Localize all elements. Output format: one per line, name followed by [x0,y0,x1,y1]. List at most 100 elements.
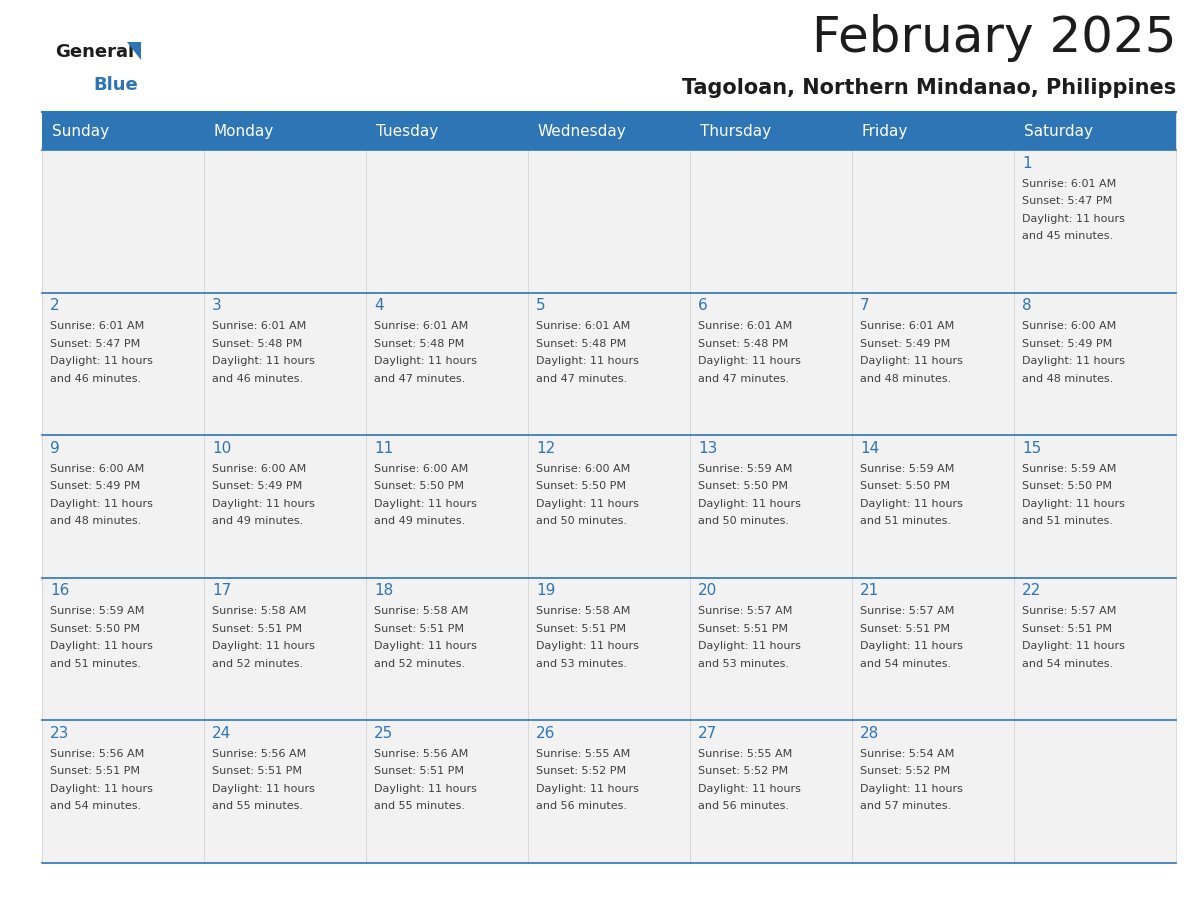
Text: Sunrise: 5:59 AM: Sunrise: 5:59 AM [860,464,954,474]
Text: and 53 minutes.: and 53 minutes. [699,659,789,669]
Text: Sunset: 5:52 PM: Sunset: 5:52 PM [860,767,950,777]
Text: and 54 minutes.: and 54 minutes. [860,659,952,669]
Text: Daylight: 11 hours: Daylight: 11 hours [1022,642,1125,651]
Text: Sunrise: 5:57 AM: Sunrise: 5:57 AM [860,606,954,616]
Text: Sunset: 5:49 PM: Sunset: 5:49 PM [50,481,140,491]
Text: Sunset: 5:50 PM: Sunset: 5:50 PM [536,481,626,491]
Text: and 51 minutes.: and 51 minutes. [1022,516,1113,526]
Bar [852,577,1015,721]
Text: and 47 minutes.: and 47 minutes. [699,374,789,384]
Text: Daylight: 11 hours: Daylight: 11 hours [536,498,639,509]
Text: Sunrise: 5:58 AM: Sunrise: 5:58 AM [213,606,307,616]
Text: Sunrise: 6:01 AM: Sunrise: 6:01 AM [1022,178,1117,188]
Text: 21: 21 [860,583,879,599]
Text: 5: 5 [536,298,545,313]
Text: Sunrise: 5:58 AM: Sunrise: 5:58 AM [374,606,468,616]
Text: Sunrise: 5:56 AM: Sunrise: 5:56 AM [213,749,307,759]
Text: Daylight: 11 hours: Daylight: 11 hours [50,642,153,651]
Text: and 56 minutes.: and 56 minutes. [536,801,627,812]
Text: Daylight: 11 hours: Daylight: 11 hours [860,498,963,509]
Text: and 49 minutes.: and 49 minutes. [213,516,303,526]
Bar [690,721,852,863]
Text: Sunset: 5:49 PM: Sunset: 5:49 PM [1022,339,1112,349]
Text: Sunrise: 6:01 AM: Sunrise: 6:01 AM [860,321,954,331]
Bar [527,577,690,721]
Bar [690,293,852,435]
Bar [527,293,690,435]
Text: Sunset: 5:51 PM: Sunset: 5:51 PM [536,624,626,633]
Text: Sunrise: 6:01 AM: Sunrise: 6:01 AM [213,321,307,331]
Text: Sunset: 5:52 PM: Sunset: 5:52 PM [536,767,626,777]
Bar [366,721,527,863]
Text: Monday: Monday [214,124,274,139]
Text: Daylight: 11 hours: Daylight: 11 hours [860,356,963,366]
Bar [852,293,1015,435]
Text: Daylight: 11 hours: Daylight: 11 hours [699,642,801,651]
Text: and 54 minutes.: and 54 minutes. [1022,659,1113,669]
Text: 10: 10 [213,441,232,455]
Text: Daylight: 11 hours: Daylight: 11 hours [374,784,476,794]
Text: Sunrise: 6:00 AM: Sunrise: 6:00 AM [50,464,145,474]
Bar [366,112,527,150]
Text: and 50 minutes.: and 50 minutes. [536,516,627,526]
Text: Sunset: 5:51 PM: Sunset: 5:51 PM [699,624,788,633]
Bar [42,577,204,721]
Text: Tuesday: Tuesday [375,124,438,139]
Text: Sunset: 5:51 PM: Sunset: 5:51 PM [374,624,465,633]
Text: and 48 minutes.: and 48 minutes. [860,374,952,384]
Text: and 48 minutes.: and 48 minutes. [1022,374,1113,384]
Text: Sunset: 5:51 PM: Sunset: 5:51 PM [374,767,465,777]
Bar [42,150,204,293]
Bar [366,293,527,435]
Bar [690,150,852,293]
Text: Sunrise: 5:57 AM: Sunrise: 5:57 AM [1022,606,1117,616]
Bar [1015,435,1176,577]
Text: Sunset: 5:50 PM: Sunset: 5:50 PM [374,481,465,491]
Text: Daylight: 11 hours: Daylight: 11 hours [536,784,639,794]
Text: Daylight: 11 hours: Daylight: 11 hours [374,356,476,366]
Text: Sunset: 5:49 PM: Sunset: 5:49 PM [860,339,950,349]
Text: Sunset: 5:49 PM: Sunset: 5:49 PM [213,481,303,491]
Text: Sunrise: 5:57 AM: Sunrise: 5:57 AM [699,606,792,616]
Text: Daylight: 11 hours: Daylight: 11 hours [213,498,315,509]
Bar [204,721,366,863]
Text: Sunset: 5:47 PM: Sunset: 5:47 PM [50,339,140,349]
Text: and 52 minutes.: and 52 minutes. [213,659,303,669]
Text: Daylight: 11 hours: Daylight: 11 hours [213,784,315,794]
Text: and 54 minutes.: and 54 minutes. [50,801,141,812]
Text: Daylight: 11 hours: Daylight: 11 hours [699,356,801,366]
Text: and 47 minutes.: and 47 minutes. [374,374,466,384]
Text: Sunset: 5:48 PM: Sunset: 5:48 PM [699,339,789,349]
Text: Daylight: 11 hours: Daylight: 11 hours [50,498,153,509]
Text: and 49 minutes.: and 49 minutes. [374,516,466,526]
Text: Daylight: 11 hours: Daylight: 11 hours [213,642,315,651]
Text: 3: 3 [213,298,222,313]
Text: Daylight: 11 hours: Daylight: 11 hours [536,356,639,366]
Text: Sunrise: 6:01 AM: Sunrise: 6:01 AM [374,321,468,331]
Text: 8: 8 [1022,298,1031,313]
Text: and 46 minutes.: and 46 minutes. [50,374,141,384]
Text: Sunrise: 5:56 AM: Sunrise: 5:56 AM [50,749,145,759]
Text: Thursday: Thursday [700,124,771,139]
Text: Daylight: 11 hours: Daylight: 11 hours [1022,498,1125,509]
Text: 20: 20 [699,583,718,599]
Text: Daylight: 11 hours: Daylight: 11 hours [1022,356,1125,366]
Bar [204,435,366,577]
Bar [527,721,690,863]
Text: 17: 17 [213,583,232,599]
Bar [1015,721,1176,863]
Text: Sunrise: 6:00 AM: Sunrise: 6:00 AM [374,464,468,474]
Text: 28: 28 [860,726,879,741]
Bar [366,435,527,577]
Text: and 55 minutes.: and 55 minutes. [374,801,465,812]
Bar [1015,112,1176,150]
Text: Sunrise: 6:00 AM: Sunrise: 6:00 AM [1022,321,1117,331]
Text: and 57 minutes.: and 57 minutes. [860,801,952,812]
Text: and 48 minutes.: and 48 minutes. [50,516,141,526]
Text: 13: 13 [699,441,718,455]
Text: Sunset: 5:50 PM: Sunset: 5:50 PM [1022,481,1112,491]
Text: Sunset: 5:50 PM: Sunset: 5:50 PM [860,481,950,491]
Text: Sunrise: 6:00 AM: Sunrise: 6:00 AM [536,464,631,474]
Bar [204,293,366,435]
Text: and 55 minutes.: and 55 minutes. [213,801,303,812]
